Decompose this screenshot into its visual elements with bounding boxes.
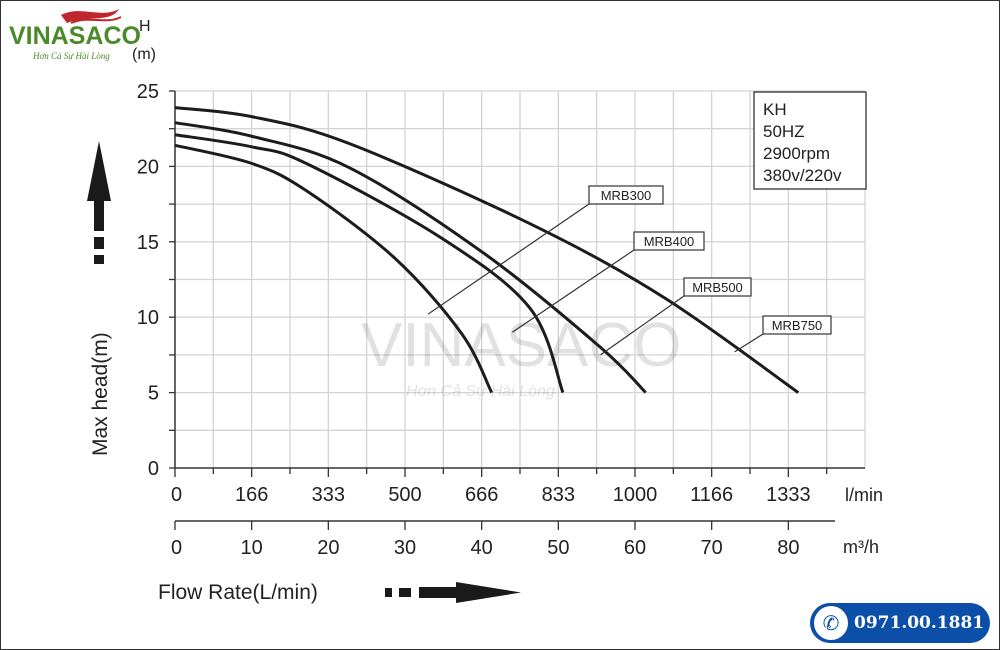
up-arrow-icon	[87, 141, 111, 264]
info-box: KH 50HZ 2900rpm 380v/220v	[753, 91, 867, 190]
y-tick-label: 15	[137, 232, 159, 254]
curve-mrb300	[174, 143, 493, 394]
x-tick-label-m3h: 20	[317, 537, 339, 559]
logo-slogan: Hơn Cả Sự Hài Lòng	[32, 51, 110, 61]
curve-mrb400	[174, 133, 565, 394]
x-tick-label-m3h: 60	[624, 537, 646, 559]
logo-name: VINASACO	[9, 22, 141, 50]
x-tick-label-lmin: 166	[235, 484, 268, 506]
y-tick-label: 10	[137, 307, 159, 329]
x-tick-label-lmin: 666	[465, 484, 498, 506]
x-tick-label-m3h: 70	[701, 537, 723, 559]
y-tick-label: 25	[137, 81, 159, 103]
leader-line	[427, 203, 590, 315]
curves	[174, 106, 800, 394]
x-tick-label-lmin: 0	[171, 484, 182, 506]
leader-line	[600, 295, 685, 356]
x-tick-label-m3h: 80	[777, 537, 799, 559]
series-label: MRB300	[601, 188, 652, 203]
series-label-box	[633, 231, 705, 251]
x-tick-label-lmin: 1166	[690, 484, 733, 506]
info-line: 2900rpm	[763, 144, 830, 163]
leader-line	[511, 249, 635, 333]
leader-line	[734, 333, 764, 353]
x-tick-label-m3h: 50	[547, 537, 569, 559]
x-tick-label-lmin: 1000	[613, 484, 658, 506]
watermark-name: VINASACO	[361, 311, 681, 380]
x-tick-label-m3h: 10	[241, 537, 263, 559]
y-tick-label: 5	[148, 383, 159, 405]
watermark-slogan: Hơn Cả Sự Hài Lòng	[406, 383, 555, 400]
x-tick-label-m3h: 40	[471, 537, 493, 559]
y-axis-label: Max head(m)	[89, 332, 112, 456]
series-labels: MRB300 MRB400 MRB500 MRB750	[427, 185, 832, 356]
x-tick-label-lmin: 833	[542, 484, 575, 506]
y-tick-label: 0	[148, 458, 159, 480]
curve-mrb500	[174, 121, 647, 394]
x-tick-label-lmin: 333	[312, 484, 345, 506]
phone-icon: ✆	[814, 606, 848, 640]
x-tick-label-m3h: 30	[394, 537, 416, 559]
axes: 0510152025001661033320500306664083350100…	[137, 81, 865, 559]
x-unit-lmin: l/min	[845, 485, 883, 505]
phone-badge[interactable]: ✆ 0971.00.1881	[810, 603, 990, 643]
info-line: 50HZ	[763, 122, 805, 141]
series-label: MRB750	[772, 318, 823, 333]
series-label: MRB500	[692, 280, 743, 295]
series-label-box	[762, 315, 832, 335]
x-tick-label-m3h: 0	[171, 537, 182, 559]
x-unit-m3h: m³/h	[843, 537, 879, 557]
series-label-box	[683, 277, 752, 297]
phone-number[interactable]: 0971.00.1881	[854, 613, 985, 633]
x-tick-label-lmin: 500	[388, 484, 421, 506]
right-arrow-icon	[385, 582, 521, 603]
watermark: VINASACO Hơn Cả Sự Hài Lòng	[361, 311, 681, 400]
info-line: 380v/220v	[763, 166, 842, 185]
x-axis-label: Flow Rate(L/min)	[158, 581, 318, 604]
series-label: MRB400	[644, 234, 695, 249]
y-unit-m: (m)	[132, 46, 156, 63]
x-tick-label-lmin: 1333	[766, 484, 811, 506]
series-label-box	[588, 185, 664, 205]
y-unit-h: H	[139, 18, 151, 35]
info-line: KH	[763, 100, 787, 119]
y-tick-label: 20	[137, 156, 159, 178]
logo: VINASACO Hơn Cả Sự Hài Lòng	[9, 9, 141, 61]
curve-mrb750	[174, 106, 800, 394]
